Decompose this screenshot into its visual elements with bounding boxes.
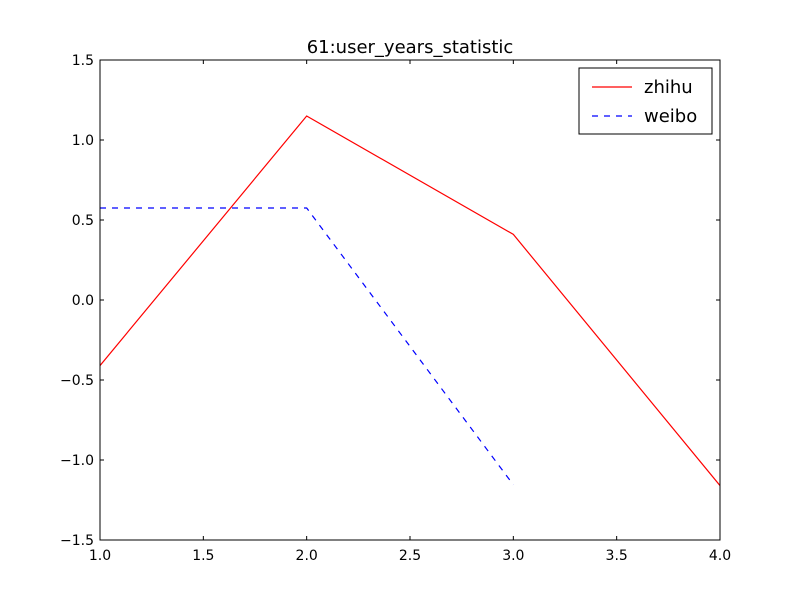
- y-tick-label: −1.5: [60, 533, 94, 549]
- x-tick-label: 3.5: [606, 548, 628, 564]
- y-tick-label: 0.0: [72, 293, 94, 309]
- legend-label-zhihu: zhihu: [644, 77, 693, 98]
- legend-box: [578, 67, 713, 135]
- x-tick-label: 1.0: [89, 548, 111, 564]
- y-tick-label: −1.0: [60, 453, 94, 469]
- x-tick-label: 4.0: [709, 548, 731, 564]
- y-tick-label: 1.5: [72, 53, 94, 69]
- y-tick-label: 1.0: [72, 133, 94, 149]
- series-line-weibo: [100, 207, 514, 486]
- y-tick-label: 0.5: [72, 213, 94, 229]
- x-tick-label: 3.0: [502, 548, 524, 564]
- y-tick-label: −0.5: [60, 373, 94, 389]
- series-line-zhihu: [100, 115, 720, 486]
- x-tick-label: 2.0: [296, 548, 318, 564]
- legend-label-weibo: weibo: [644, 106, 697, 127]
- x-tick-label: 2.5: [399, 548, 421, 564]
- x-tick-label: 1.5: [192, 548, 214, 564]
- chart-title: 61:user_years_statistic: [307, 37, 514, 58]
